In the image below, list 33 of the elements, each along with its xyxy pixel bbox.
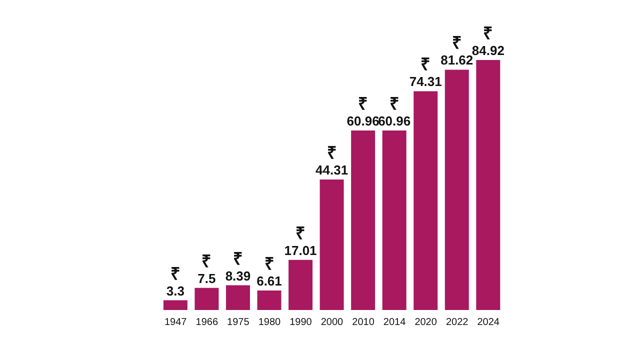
x-tick-label: 2014 <box>383 317 406 328</box>
data-label: ₹ 84.92 <box>472 24 504 58</box>
x-tick-label: 2010 <box>352 317 375 328</box>
bar <box>288 260 313 310</box>
data-label: ₹ 3.3 <box>166 264 184 298</box>
x-tick-label: 1966 <box>196 317 218 328</box>
bar <box>476 60 500 310</box>
bar <box>257 290 282 310</box>
x-tick-label: 1975 <box>227 317 250 328</box>
data-label: ₹ 60.96 <box>378 94 411 129</box>
data-label: ₹ 74.31 <box>409 55 442 90</box>
x-tick-label: 2000 <box>320 317 344 328</box>
bar <box>444 70 469 310</box>
bar <box>414 91 438 310</box>
x-tick-label: 2020 <box>414 317 438 328</box>
x-tick-label: 2024 <box>477 317 500 328</box>
data-label: ₹ 6.61 <box>256 254 282 289</box>
bar <box>351 130 376 310</box>
data-label: ₹ 17.01 <box>284 224 317 258</box>
bar <box>226 285 250 310</box>
bar <box>382 130 406 310</box>
bar <box>163 300 188 310</box>
data-label: ₹ 60.96 <box>346 94 380 129</box>
bar <box>320 180 344 310</box>
x-tick-label: 1990 <box>290 317 312 328</box>
data-label: ₹ 81.62 <box>440 34 474 68</box>
x-tick-label: 1947 <box>164 317 188 328</box>
x-tick-label: 1980 <box>258 317 282 328</box>
x-tick-label: 2022 <box>446 317 469 328</box>
data-label: ₹ 7.5 <box>198 252 216 286</box>
bar <box>194 288 219 310</box>
data-label: ₹ 8.39 <box>225 249 251 284</box>
data-label: ₹ 44.31 <box>316 144 348 178</box>
